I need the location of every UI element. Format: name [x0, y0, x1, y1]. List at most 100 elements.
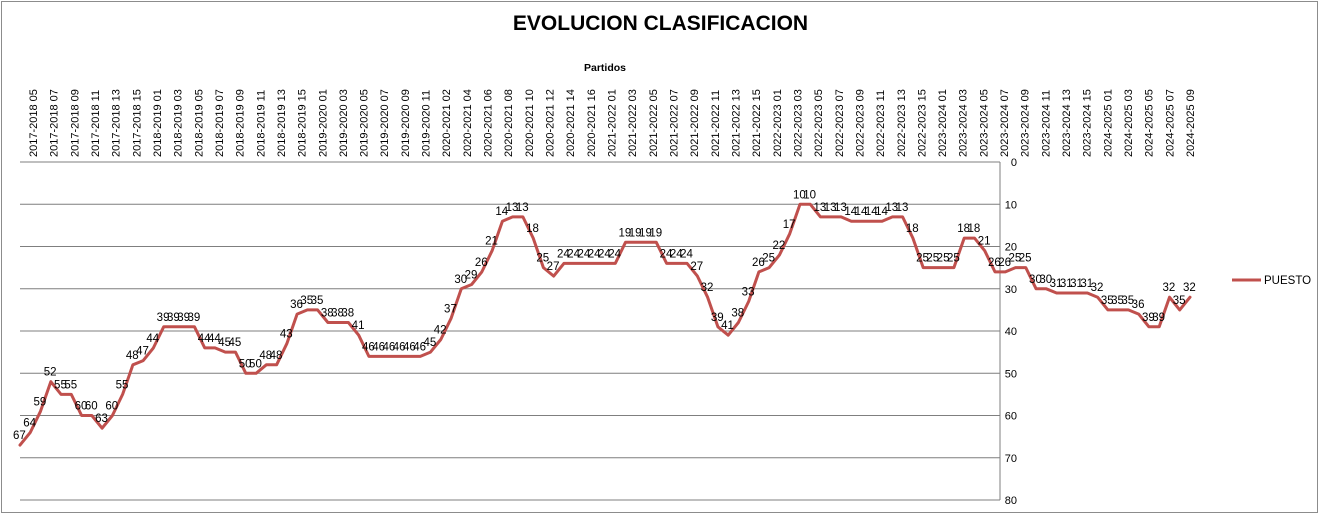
data-label: 26	[752, 257, 765, 269]
data-label: 21	[978, 236, 991, 248]
x-tick-label: 2022-2023 03	[792, 89, 804, 157]
y-tick-label: 70	[1005, 453, 1017, 465]
data-label: 14	[875, 206, 888, 218]
data-label: 39	[177, 312, 190, 324]
data-label: 19	[629, 227, 642, 239]
data-label: 26	[475, 257, 488, 269]
data-label: 39	[1152, 312, 1165, 324]
x-tick-label: 2018-2019 09	[235, 89, 247, 157]
data-label: 48	[259, 350, 272, 362]
data-label: 39	[167, 312, 180, 324]
data-label: 24	[608, 248, 621, 260]
data-label: 41	[352, 320, 365, 332]
data-label: 46	[413, 341, 426, 353]
x-tick-label: 2023-2024 03	[958, 89, 970, 157]
data-label: 46	[403, 341, 416, 353]
data-label: 35	[1101, 295, 1114, 307]
data-label: 25	[536, 253, 549, 265]
data-label: 25	[947, 253, 960, 265]
x-tick-label: 2018-2019 01	[152, 89, 164, 157]
data-label: 13	[834, 202, 847, 214]
x-tick-label: 2017-2018 15	[131, 89, 143, 157]
data-label: 21	[485, 236, 498, 248]
data-label: 18	[967, 223, 980, 235]
y-tick-label: 0	[1011, 157, 1017, 169]
data-label: 48	[126, 350, 139, 362]
series-line-puesto	[18, 202, 1192, 447]
x-tick-label: 2018-2019 07	[214, 89, 226, 157]
data-label: 45	[229, 337, 242, 349]
x-tick-label: 2020-2021 10	[524, 89, 536, 157]
data-label: 36	[290, 299, 303, 311]
data-label: 19	[649, 227, 662, 239]
x-tick-label: 2018-2019 03	[173, 89, 185, 157]
data-label: 38	[341, 308, 354, 320]
data-label: 24	[670, 248, 683, 260]
data-label: 25	[926, 253, 939, 265]
data-label: 14	[855, 206, 868, 218]
x-tick-label: 2019-2020 09	[400, 89, 412, 157]
data-label: 39	[157, 312, 170, 324]
data-label: 25	[937, 253, 950, 265]
x-tick-label: 2019-2020 03	[338, 89, 350, 157]
data-label: 33	[742, 286, 755, 298]
data-label: 63	[95, 413, 108, 425]
data-label: 24	[680, 248, 693, 260]
x-tick-label: 2023-2024 11	[1040, 90, 1052, 157]
data-label: 52	[44, 367, 57, 379]
data-label: 30	[1029, 274, 1042, 286]
chart-title: EVOLUCION CLASIFICACION	[512, 12, 809, 35]
data-label: 25	[1019, 253, 1032, 265]
x-tick-label: 2021-2022 05	[648, 89, 660, 157]
x-tick-label: 2018-2019 11	[255, 90, 267, 157]
data-label: 13	[885, 202, 898, 214]
data-label: 13	[896, 202, 909, 214]
data-label: 41	[721, 320, 734, 332]
data-label: 42	[434, 324, 447, 336]
x-tick-label: 2017-2018 11	[90, 90, 102, 157]
y-tick-label: 60	[1005, 411, 1017, 423]
x-tick-label: 2018-2019 05	[193, 89, 205, 157]
data-label: 24	[557, 248, 570, 260]
data-label: 13	[814, 202, 827, 214]
x-tick-label: 2018-2019 13	[276, 89, 288, 157]
data-label: 44	[198, 333, 211, 345]
x-tick-label: 2019-2020 11	[421, 90, 433, 157]
x-tick-label: 2022-2023 05	[813, 89, 825, 157]
data-label: 38	[321, 308, 334, 320]
y-tick-label: 30	[1005, 284, 1017, 296]
x-tick-label: 2021-2022 07	[668, 89, 680, 157]
x-tick-label: 2021-2022 13	[730, 89, 742, 157]
x-tick-label: 2017-2018 07	[49, 89, 61, 157]
data-label: 44	[146, 333, 159, 345]
data-label: 18	[526, 223, 539, 235]
data-label: 35	[311, 295, 324, 307]
x-tick-label: 2019-2020 01	[317, 89, 329, 157]
data-label: 18	[906, 223, 919, 235]
data-label: 60	[85, 401, 98, 413]
data-label: 38	[731, 308, 744, 320]
y-tick-label: 50	[1005, 368, 1017, 380]
x-tick-label: 2020-2021 16	[586, 89, 598, 157]
x-tick-label: 2021-2022 15	[751, 89, 763, 157]
data-label: 10	[793, 189, 806, 201]
x-tick-label: 2020-2021 04	[462, 89, 474, 157]
data-label: 32	[1091, 282, 1104, 294]
data-label: 24	[577, 248, 590, 260]
data-label: 24	[660, 248, 673, 260]
data-label: 30	[1039, 274, 1052, 286]
data-label: 31	[1060, 278, 1073, 290]
x-tick-label: 2019-2020 07	[379, 89, 391, 157]
data-label: 31	[1050, 278, 1063, 290]
data-label: 25	[916, 253, 929, 265]
data-label: 60	[105, 401, 118, 413]
x-tick-label: 2020-2021 08	[503, 89, 515, 157]
data-label: 14	[844, 206, 857, 218]
x-tick-label: 2021-2022 09	[689, 89, 701, 157]
data-label: 35	[300, 295, 313, 307]
data-label: 10	[803, 189, 816, 201]
data-label: 50	[249, 358, 262, 370]
data-label: 26	[988, 257, 1001, 269]
